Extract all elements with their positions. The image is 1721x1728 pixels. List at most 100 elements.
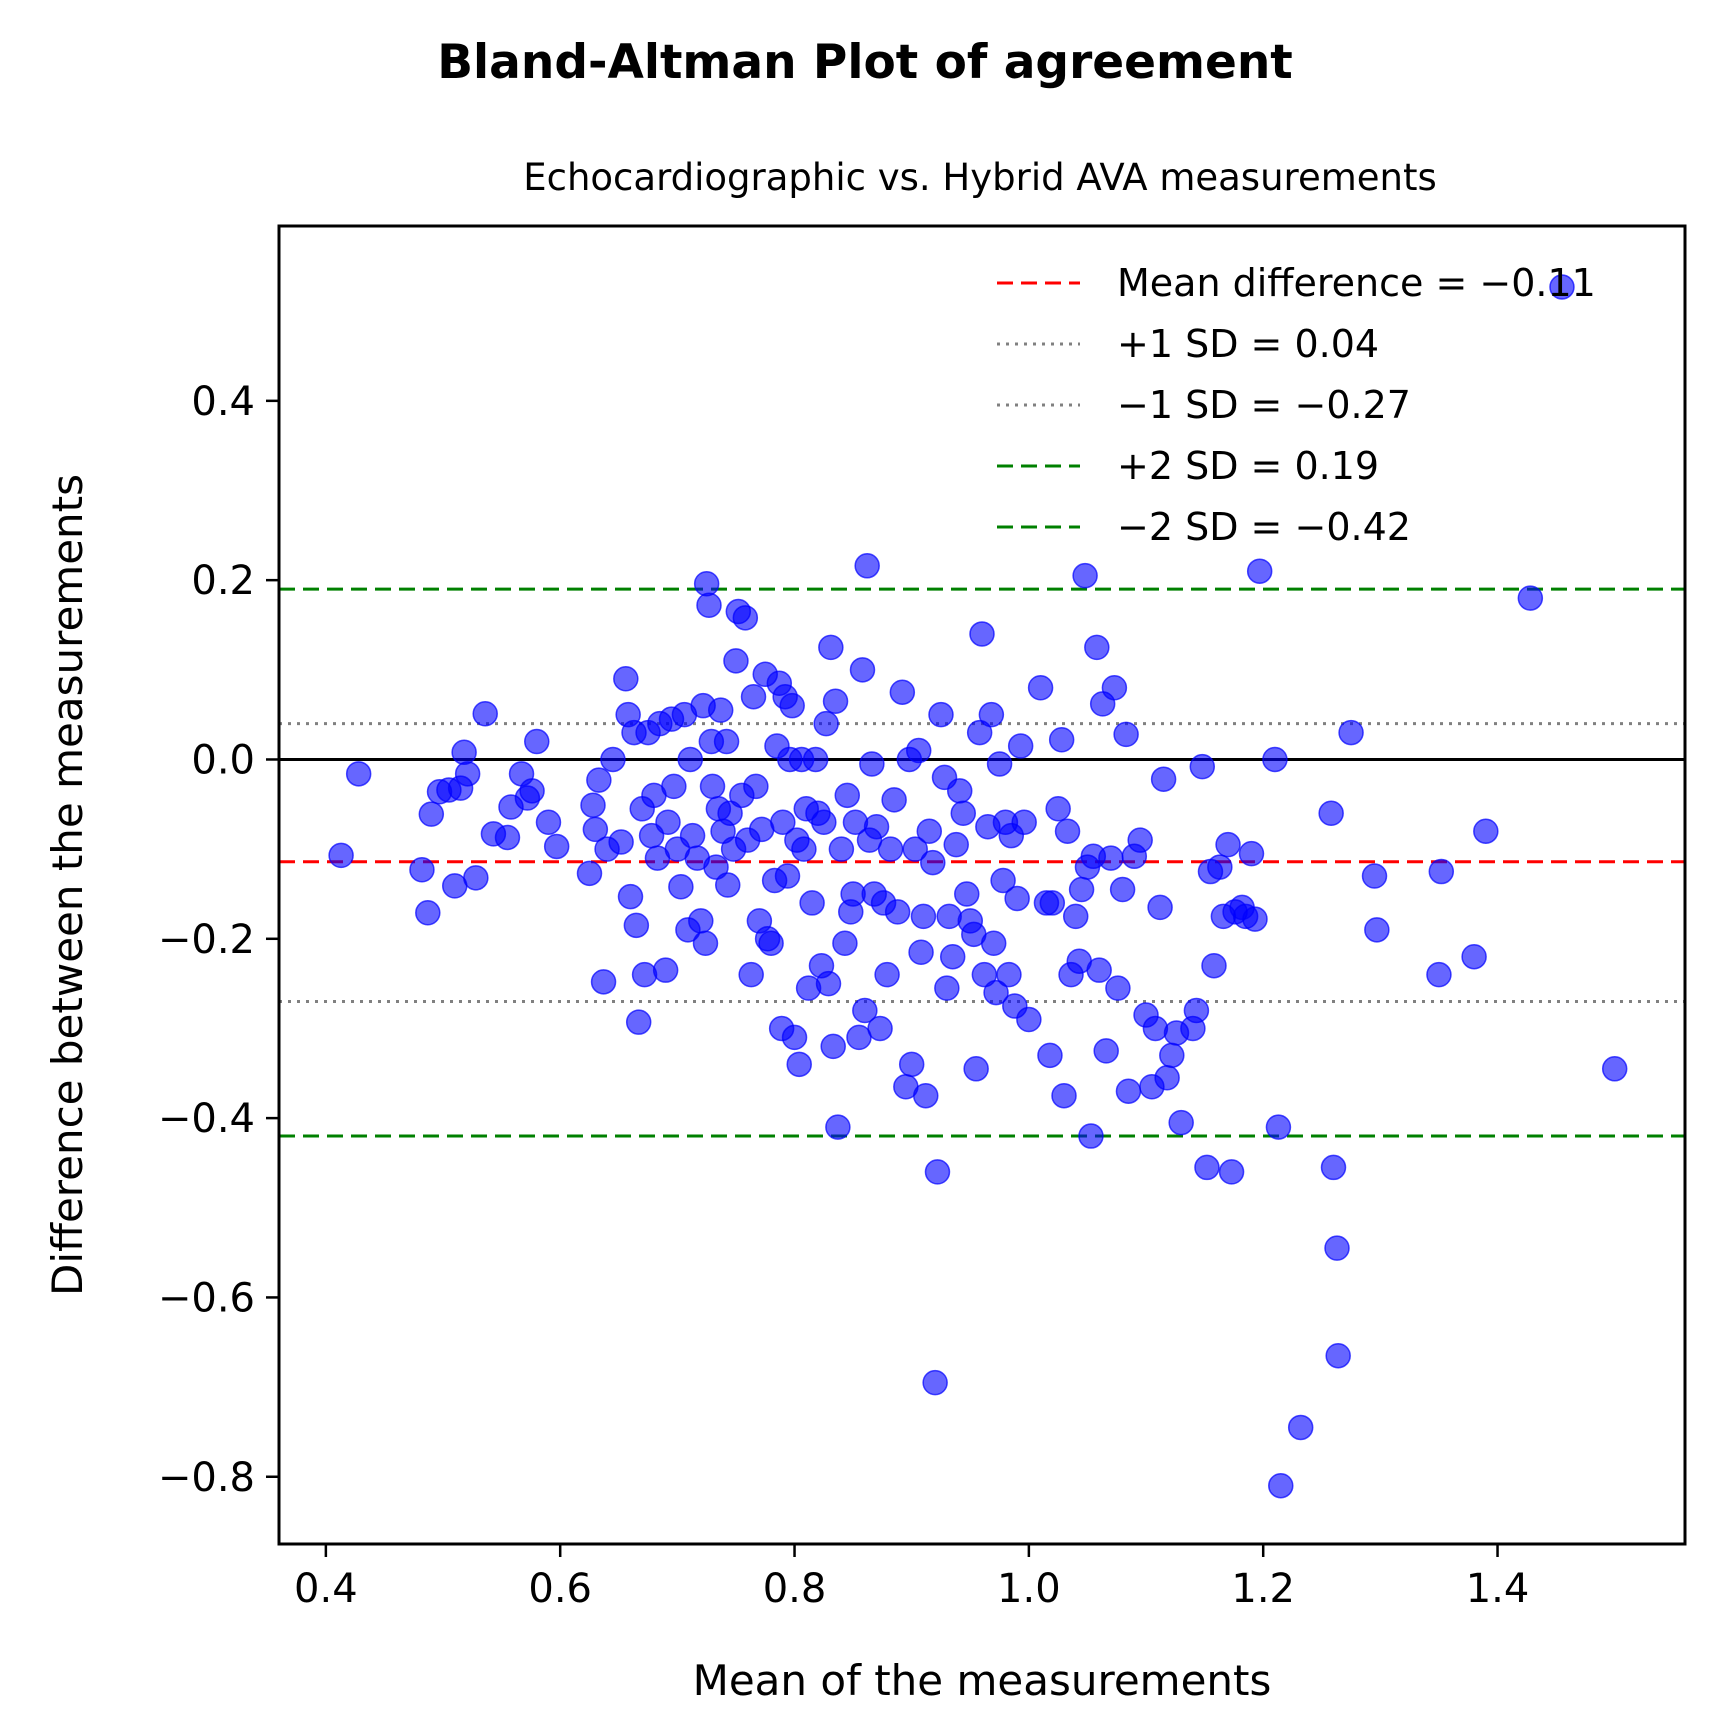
data-point: [1127, 827, 1153, 853]
data-point: [1045, 796, 1071, 822]
data-point: [1011, 809, 1037, 835]
data-point: [799, 890, 825, 916]
data-point: [832, 930, 858, 957]
data-point: [1246, 558, 1273, 584]
data-point: [884, 899, 911, 925]
data-point: [1113, 721, 1139, 748]
x-tick-label: 1.4: [1466, 1566, 1530, 1612]
data-point: [786, 1051, 812, 1078]
data-point: [770, 809, 796, 835]
data-point: [328, 842, 354, 869]
data-point: [1325, 1342, 1351, 1369]
data-point: [1150, 766, 1177, 792]
data-point: [920, 849, 946, 876]
data-point: [950, 800, 977, 827]
data-point: [908, 939, 934, 965]
data-point: [743, 773, 769, 800]
data-point: [1093, 1038, 1119, 1064]
data-point: [874, 961, 900, 988]
x-tick-label: 0.8: [763, 1566, 827, 1612]
data-point: [1201, 952, 1227, 979]
data-point: [781, 1024, 808, 1051]
data-point: [834, 782, 861, 809]
data-point: [576, 860, 603, 887]
data-point: [590, 969, 617, 995]
data-point: [811, 809, 837, 835]
data-point: [980, 930, 1007, 957]
data-point: [813, 710, 839, 737]
scatter-points: [328, 274, 1628, 1499]
data-point: [1159, 1042, 1185, 1069]
data-point: [1207, 854, 1233, 880]
data-point: [978, 701, 1005, 728]
data-point: [881, 787, 907, 813]
data-point: [1004, 885, 1030, 912]
data-point: [791, 836, 817, 862]
data-point: [936, 903, 962, 930]
x-tick-label: 1.2: [1231, 1566, 1295, 1612]
x-tick-label: 0.6: [528, 1566, 592, 1612]
data-point: [939, 943, 966, 970]
data-point: [1215, 831, 1241, 858]
data-point: [898, 1051, 925, 1078]
data-point: [1051, 1082, 1077, 1109]
y-tick-label: −0.6: [158, 1275, 255, 1321]
data-point: [1105, 975, 1131, 1001]
data-point: [1194, 1154, 1220, 1181]
data-point: [846, 1024, 872, 1051]
data-point: [415, 900, 441, 926]
data-point: [969, 621, 995, 647]
data-point: [1238, 840, 1265, 867]
data-point: [617, 883, 644, 910]
data-point: [586, 767, 612, 793]
data-point: [463, 865, 489, 891]
data-point: [409, 857, 435, 883]
x-tick-label: 1.0: [997, 1566, 1061, 1612]
data-point: [818, 634, 844, 661]
data-point: [418, 801, 445, 827]
data-point: [1549, 274, 1575, 300]
data-point: [1262, 746, 1288, 773]
data-point: [1084, 634, 1110, 661]
data-point: [454, 761, 481, 787]
data-point: [692, 930, 719, 957]
data-point: [954, 881, 980, 907]
data-point: [758, 930, 784, 957]
legend-entry: +2 SD = 0.19: [1117, 444, 1379, 488]
data-point: [928, 701, 954, 728]
x-axis-label: Mean of the measurements: [693, 1656, 1272, 1705]
data-point: [916, 818, 943, 844]
data-point: [1054, 818, 1081, 844]
data-point: [902, 836, 928, 862]
data-point: [1086, 957, 1112, 983]
data-point: [867, 1015, 893, 1042]
data-point: [713, 728, 740, 755]
data-point: [1147, 894, 1173, 921]
data-point: [877, 836, 904, 862]
data-point: [1154, 1065, 1180, 1091]
data-point: [625, 1009, 652, 1035]
data-point: [631, 961, 658, 988]
data-point: [849, 657, 876, 683]
data-point: [345, 761, 372, 787]
y-axis-ticks: 0.4 0.2 0.0 −0.2 −0.4 −0.6 −0.8: [158, 379, 279, 1501]
data-point: [1318, 800, 1344, 827]
data-point: [825, 1114, 851, 1140]
data-point: [677, 746, 704, 773]
data-point: [859, 751, 885, 777]
x-tick-label: 0.4: [294, 1566, 358, 1612]
data-point: [1287, 1414, 1314, 1441]
data-point: [1068, 876, 1095, 903]
data-point: [854, 553, 880, 579]
data-point: [1168, 1109, 1194, 1136]
data-point: [472, 700, 498, 727]
data-point: [494, 824, 521, 851]
data-point: [652, 957, 679, 983]
data-point: [1324, 1235, 1350, 1261]
data-point: [946, 778, 973, 804]
y-tick-label: 0.4: [191, 379, 255, 425]
data-point: [852, 997, 878, 1024]
data-point: [779, 692, 805, 719]
data-point: [535, 809, 562, 835]
